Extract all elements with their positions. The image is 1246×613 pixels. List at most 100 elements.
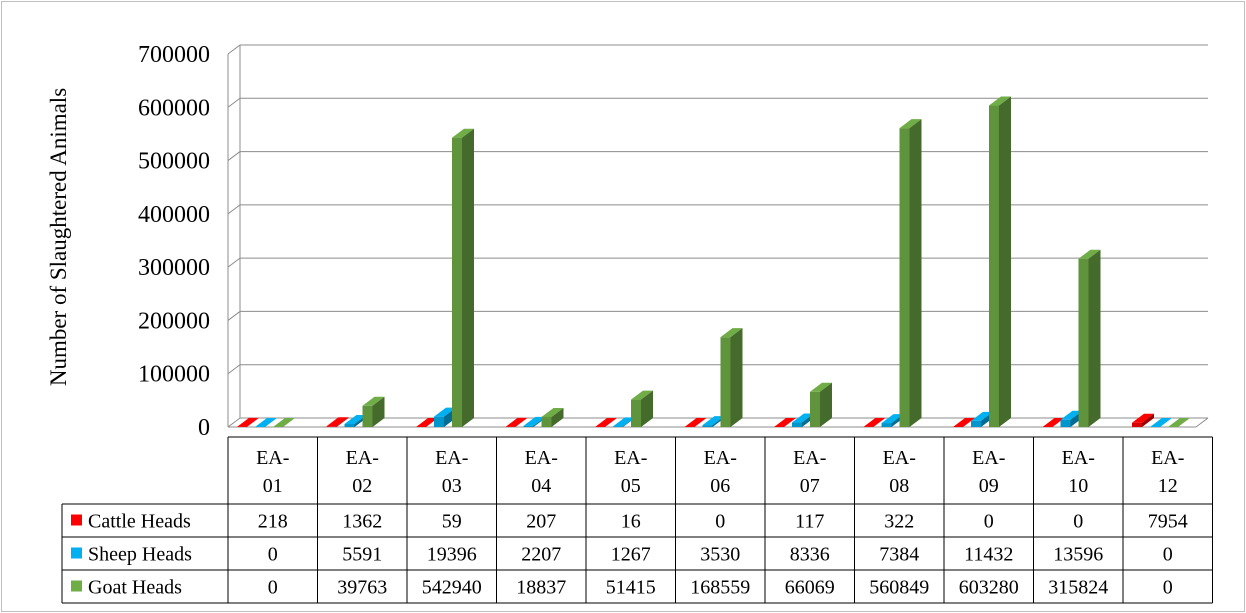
bar-front [1132,422,1142,427]
gridline-side [227,311,241,321]
bar-top [899,119,922,129]
bar-front [720,337,731,427]
legend-key [71,547,82,559]
bar-top [1078,249,1101,259]
data-label: 560849 [869,577,929,599]
bar-front [881,423,892,427]
x-tick-label: EA- [1062,447,1095,469]
bar-top [326,417,349,427]
bar-top [613,417,635,427]
legend-key [71,580,82,592]
data-label: 39763 [337,577,387,599]
bar-front [613,426,623,427]
data-label: 168559 [690,577,750,599]
y-axis-title: Number of Slaughtered Animals [46,88,71,386]
bar-cattle-heads [326,417,349,427]
gridline-side [227,364,241,375]
bar-top [595,417,617,427]
bar-cattle-heads [505,417,528,427]
x-tick-label: 07 [800,475,820,497]
bar-side [1088,249,1101,427]
gridline-side [227,417,241,428]
bar-front [523,425,534,427]
bar-front [1078,258,1089,427]
data-label: 0 [1163,544,1173,566]
bar-top [344,415,367,425]
bar-cattle-heads [774,417,796,427]
bar-goat-heads [631,390,653,427]
bar-front [899,128,910,428]
data-label: 218 [258,511,288,533]
bar-side [372,396,385,427]
bar-top [1150,418,1172,427]
bar-goat-heads [989,96,1011,428]
bar-side [641,390,653,427]
data-label: 603280 [959,577,1019,599]
x-tick-label: EA- [972,447,1005,469]
gridline-side [227,257,241,268]
x-tick-label: 03 [442,475,462,497]
bar-top [505,417,528,427]
bar-goat-heads [273,418,295,427]
data-label: 59 [442,511,462,533]
bar-cattle-heads [416,417,438,427]
bar-top [774,417,796,427]
bar-top [1060,410,1083,420]
bar-side [730,328,743,427]
bar-side [336,417,349,427]
x-tick-label: 10 [1068,475,1088,497]
bar-front [631,399,641,427]
bar-top [989,96,1011,106]
bar-top [684,418,707,427]
data-label: 1362 [342,511,382,533]
bar-goat-heads [452,128,474,427]
bar-top [237,417,259,427]
bar-top [1042,418,1065,427]
bar-front [344,424,355,427]
legend-key [71,514,82,526]
bar-top [792,413,814,423]
bar-side [1142,413,1154,427]
y-tick-label: 500000 [138,149,210,175]
bar-goat-heads [810,382,832,427]
data-label: 13596 [1053,544,1103,566]
bar-front [989,105,999,428]
bars [237,96,1190,428]
bar-cattle-heads [1042,418,1065,427]
bar-front [326,426,337,427]
data-label: 0 [1163,577,1173,599]
data-label: 16 [621,511,641,533]
data-label: 1267 [611,544,651,566]
bar-goat-heads [1168,418,1190,427]
x-tick-label: 04 [531,475,551,497]
data-label: 0 [268,577,278,599]
y-tick-label: 200000 [138,308,210,334]
data-label: 66069 [785,577,835,599]
bar-top [720,328,743,338]
data-label: 19396 [427,544,477,566]
bar-goat-heads [1078,249,1101,427]
data-label: 0 [1073,511,1083,533]
y-tick-labels: 0 100000 200000 300000 400000 500000 600000 700… [138,42,210,441]
data-label: 8336 [790,544,830,566]
floor-right-edge [1195,417,1209,428]
bar-front [452,137,462,427]
bar-top [631,390,653,400]
x-tick-label: EA- [883,447,916,469]
data-label: 11432 [964,544,1013,566]
y-tick-label: 600000 [138,95,210,121]
x-tick-label: 05 [621,475,641,497]
gridline-side [227,97,241,108]
x-tick-label: 02 [352,475,372,497]
x-tick-label: EA- [614,447,647,469]
bar-top [523,416,546,426]
bar-front [971,420,981,427]
bar-top [255,418,277,427]
x-tick-label: EA- [435,447,468,469]
x-tick-label: EA- [256,447,289,469]
bar-cattle-heads [595,417,617,427]
bar-top [273,418,295,427]
